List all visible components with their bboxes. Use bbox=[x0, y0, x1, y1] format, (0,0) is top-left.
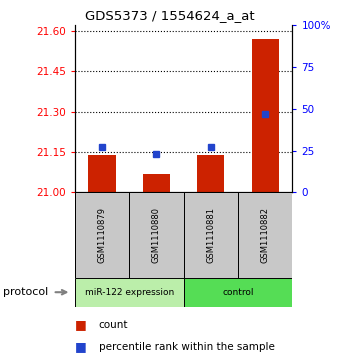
Text: protocol: protocol bbox=[3, 287, 49, 297]
Text: GSM1110879: GSM1110879 bbox=[98, 207, 106, 263]
Text: control: control bbox=[222, 288, 254, 297]
Text: GDS5373 / 1554624_a_at: GDS5373 / 1554624_a_at bbox=[85, 9, 255, 22]
Bar bbox=[184, 278, 292, 307]
Text: GSM1110881: GSM1110881 bbox=[206, 207, 215, 263]
Bar bbox=[197, 155, 224, 192]
Text: ■: ■ bbox=[75, 340, 87, 353]
Bar bbox=[75, 192, 129, 278]
Text: GSM1110882: GSM1110882 bbox=[261, 207, 270, 263]
Text: count: count bbox=[99, 320, 128, 330]
Bar bbox=[129, 192, 184, 278]
Text: ■: ■ bbox=[75, 318, 87, 331]
Bar bbox=[88, 155, 116, 192]
Text: miR-122 expression: miR-122 expression bbox=[85, 288, 174, 297]
Bar bbox=[252, 39, 279, 192]
Text: percentile rank within the sample: percentile rank within the sample bbox=[99, 342, 274, 352]
Bar bbox=[184, 192, 238, 278]
Bar bbox=[75, 278, 184, 307]
Bar bbox=[238, 192, 292, 278]
Text: GSM1110880: GSM1110880 bbox=[152, 207, 161, 263]
Bar bbox=[143, 174, 170, 192]
